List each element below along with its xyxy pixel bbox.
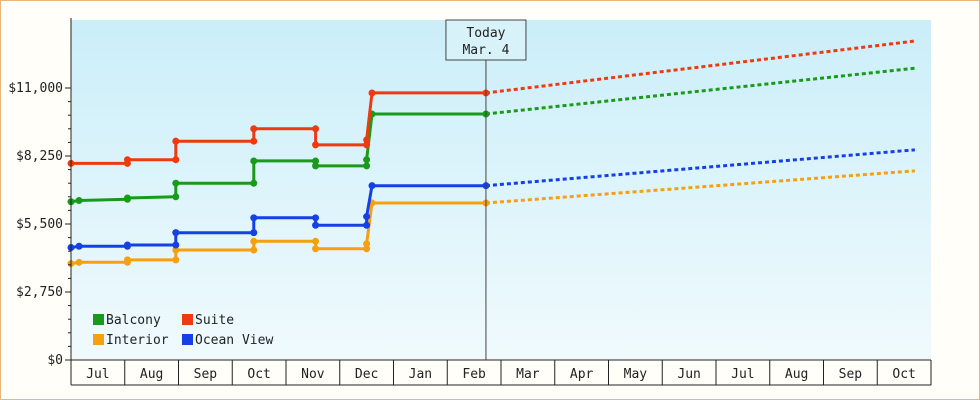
data-point-suite[interactable]: [172, 156, 180, 164]
data-point-interior[interactable]: [250, 237, 258, 245]
x-tick-label: Jun: [677, 367, 700, 382]
data-point-suite[interactable]: [312, 125, 320, 133]
data-point-balcony[interactable]: [172, 193, 180, 201]
data-point-ocean-view[interactable]: [312, 214, 320, 222]
data-point-interior[interactable]: [172, 246, 180, 254]
data-point-ocean-view[interactable]: [363, 221, 371, 229]
legend-label-ocean-view[interactable]: Ocean View: [195, 333, 273, 348]
legend-swatch-ocean-view: [182, 334, 193, 345]
data-point-balcony[interactable]: [75, 197, 83, 205]
x-tick-label: Sep: [194, 367, 218, 382]
series-projection-suite: [485, 39, 916, 95]
data-point-ocean-view[interactable]: [250, 229, 258, 237]
plot-background: [71, 20, 931, 360]
data-point-balcony[interactable]: [312, 157, 320, 165]
legend-swatch-balcony: [93, 314, 104, 325]
data-point-balcony[interactable]: [363, 156, 371, 164]
series-projection-balcony: [485, 66, 916, 116]
x-tick-label: Aug: [140, 367, 163, 382]
x-tick-label: Nov: [301, 367, 325, 382]
y-tick-label: $0: [47, 353, 63, 368]
y-tick-label: $8,250: [16, 149, 63, 164]
legend: Balcony Suite Interior Ocean View: [93, 313, 273, 348]
data-point-balcony[interactable]: [123, 194, 131, 202]
data-point-interior[interactable]: [75, 258, 83, 266]
data-point-ocean-view[interactable]: [172, 241, 180, 249]
series-projection-interior: [485, 169, 915, 205]
data-point-interior[interactable]: [312, 245, 320, 253]
x-tick-label: Oct: [892, 367, 915, 382]
y-tick-label: $5,500: [16, 217, 63, 232]
data-point-interior[interactable]: [363, 245, 371, 253]
data-point-ocean-view[interactable]: [368, 182, 376, 190]
data-point-suite[interactable]: [312, 141, 320, 149]
today-label: Today: [466, 26, 505, 41]
data-point-ocean-view[interactable]: [123, 241, 131, 249]
legend-label-suite[interactable]: Suite: [195, 313, 234, 328]
data-point-suite[interactable]: [368, 89, 376, 97]
x-tick-label: Jul: [731, 367, 754, 382]
today-box: [445, 19, 527, 61]
legend-swatch-suite: [182, 314, 193, 325]
x-tick-label: Apr: [570, 367, 594, 382]
data-point-ocean-view[interactable]: [172, 229, 180, 237]
data-point-suite[interactable]: [172, 137, 180, 145]
data-point-suite[interactable]: [123, 156, 131, 164]
data-point-interior[interactable]: [250, 246, 258, 254]
x-tick-label: Feb: [462, 367, 486, 382]
y-tick-label: $2,750: [16, 285, 63, 300]
today-marker: Today Mar. 4: [445, 19, 527, 360]
data-point-ocean-view[interactable]: [312, 221, 320, 229]
legend-swatch-interior: [93, 334, 104, 345]
data-point-suite[interactable]: [250, 137, 258, 145]
x-tick-label: Aug: [785, 367, 808, 382]
data-point-balcony[interactable]: [363, 162, 371, 170]
data-point-interior[interactable]: [312, 237, 320, 245]
x-tick-label: Sep: [839, 367, 863, 382]
y-tick-label: $11,000: [8, 81, 63, 96]
x-tick-label: Jul: [86, 367, 109, 382]
data-point-suite[interactable]: [250, 125, 258, 133]
axes: $0 $2,750 $5,500 $8,250 $11,000 Jul Aug Sep Oct N…: [8, 18, 932, 386]
x-tick-label: Mar: [516, 367, 540, 382]
data-point-interior[interactable]: [123, 256, 131, 264]
today-date: Mar. 4: [462, 43, 509, 58]
series-lines: [67, 39, 916, 268]
data-point-interior[interactable]: [172, 256, 180, 264]
series-projection-ocean-view: [485, 148, 915, 188]
x-tick-label: Jan: [409, 367, 432, 382]
data-point-balcony[interactable]: [172, 179, 180, 187]
x-tick-label: Dec: [355, 367, 378, 382]
legend-label-interior[interactable]: Interior: [106, 333, 169, 348]
data-point-balcony[interactable]: [250, 157, 258, 165]
data-point-suite[interactable]: [363, 136, 371, 144]
data-point-suite[interactable]: [363, 141, 371, 149]
legend-label-balcony[interactable]: Balcony: [106, 313, 161, 328]
data-point-ocean-view[interactable]: [250, 214, 258, 222]
data-point-balcony[interactable]: [312, 162, 320, 170]
data-point-ocean-view[interactable]: [363, 213, 371, 221]
x-tick-label: May: [624, 367, 648, 382]
x-tick-label: Oct: [247, 367, 270, 382]
data-point-balcony[interactable]: [250, 179, 258, 187]
data-point-interior[interactable]: [363, 240, 371, 248]
data-point-ocean-view[interactable]: [75, 242, 83, 250]
